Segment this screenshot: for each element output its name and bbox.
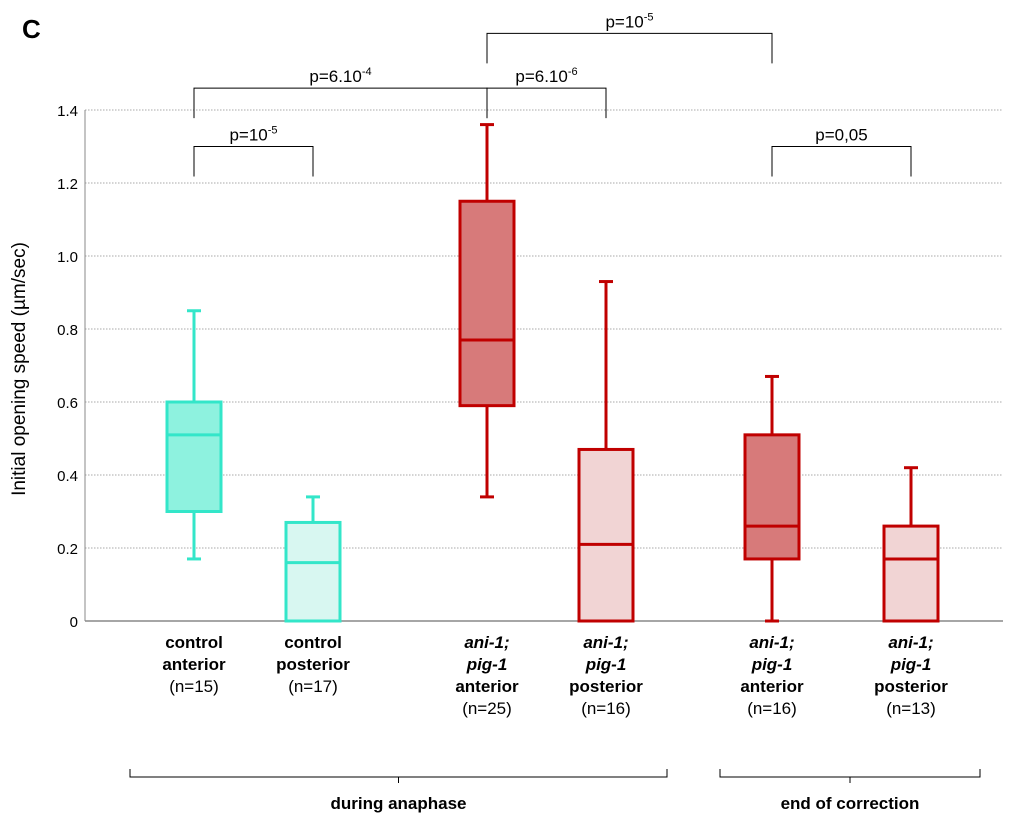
category-label: ani-1; pig-1 anterior (n=25) <box>412 632 562 720</box>
sample-size-label: (n=15) <box>169 677 219 696</box>
group-brace <box>719 769 981 783</box>
group-braces <box>129 769 981 783</box>
box-iqr <box>458 199 516 408</box>
box-iqr <box>577 447 635 623</box>
category-label-line: posterior <box>874 677 948 696</box>
grid-lines <box>85 109 1003 549</box>
box-1 <box>165 309 223 561</box>
y-tick-label: 0.2 <box>57 541 78 558</box>
p-value-exponent: -5 <box>644 11 654 23</box>
significance-brackets: p=10-5p=6.10-4 p=6.10-6p=10-5p=0,05 <box>193 11 912 177</box>
sample-size-label: (n=16) <box>747 699 797 718</box>
p-value-base: p=10 <box>605 12 643 31</box>
category-label-line: control <box>284 633 342 652</box>
group-brace <box>129 769 668 783</box>
y-tick-label: 1.2 <box>57 176 78 193</box>
sample-size-label: (n=13) <box>886 699 936 718</box>
category-label-line: posterior <box>569 677 643 696</box>
y-tick-label: 1.4 <box>57 103 78 120</box>
box-iqr <box>743 433 801 561</box>
axes: 0 0.2 0.4 0.6 0.8 1.0 1.2 1.4 <box>57 103 1003 631</box>
category-label: ani-1; pig-1 posterior (n=16) <box>531 632 681 720</box>
p-value-exponent: -6 <box>568 66 578 78</box>
bracket-line <box>486 32 773 64</box>
bracket-line <box>486 87 607 119</box>
category-label-line: pig-1 <box>585 655 627 674</box>
y-tick-label: 0.8 <box>57 322 78 339</box>
bracket-5: p=0,05 <box>771 126 912 177</box>
category-label-line: ani-1; <box>583 633 629 652</box>
category-label-line: pig-1 <box>751 655 793 674</box>
sample-size-label: (n=25) <box>462 699 512 718</box>
box-4 <box>577 280 635 623</box>
box-2 <box>284 495 342 623</box>
category-label-line: pig-1 <box>890 655 932 674</box>
category-label-line: anterior <box>740 677 804 696</box>
bracket-4: p=10-5 <box>486 11 773 64</box>
y-tick-label: 0.4 <box>57 468 78 485</box>
category-label-line: ani-1; <box>749 633 795 652</box>
y-axis-label: Initial opening speed (µm/sec) <box>9 242 30 496</box>
bracket-line <box>771 146 912 177</box>
p-value-base: p=10 <box>229 126 267 145</box>
sample-size-label: (n=17) <box>288 677 338 696</box>
p-value-label: p=0,05 <box>815 126 867 145</box>
category-label: ani-1; pig-1 anterior (n=16) <box>697 632 847 720</box>
category-label-line: pig-1 <box>466 655 508 674</box>
y-tick-label: 1.0 <box>57 249 78 266</box>
panel-letter: C <box>22 14 41 44</box>
sample-size-label: (n=16) <box>581 699 631 718</box>
p-value-exponent: -5 <box>268 125 278 137</box>
group-label: during anaphase <box>330 794 467 813</box>
p-value-label: p=10-5 <box>229 125 277 145</box>
p-value-base: p=0,05 <box>815 126 867 145</box>
bracket-3: p=6.10-6 <box>486 66 607 119</box>
category-label-line: anterior <box>455 677 519 696</box>
bracket-1: p=10-5 <box>193 125 314 177</box>
category-label: ani-1; pig-1 posterior (n=13) <box>836 632 986 720</box>
p-value-label: p=10-5 <box>605 11 653 31</box>
p-value-base: p=6.10 <box>515 67 567 86</box>
box-iqr <box>284 520 342 623</box>
y-tick-label: 0.6 <box>57 395 78 412</box>
box-series <box>165 123 940 623</box>
p-value-label: p=6.10-6 <box>515 66 577 86</box>
category-label-line: control <box>165 633 223 652</box>
box-5 <box>743 374 801 623</box>
box-3 <box>458 123 516 499</box>
group-label: end of correction <box>780 794 920 813</box>
category-label-line: ani-1; <box>888 633 934 652</box>
category-label: control posterior (n=17) <box>238 632 388 698</box>
box-iqr <box>165 400 223 513</box>
category-label-line: anterior <box>162 655 226 674</box>
bracket-line <box>193 146 314 177</box>
box-iqr <box>882 524 940 623</box>
box-6 <box>882 466 940 623</box>
p-value-base: p=6.10 <box>309 67 361 86</box>
y-tick-label: 0 <box>70 614 78 631</box>
category-label: control anterior (n=15) <box>119 632 269 698</box>
category-label-line: posterior <box>276 655 350 674</box>
category-label-line: ani-1; <box>464 633 510 652</box>
bracket-line <box>193 87 488 119</box>
p-value-label: p=6.10-4 <box>309 66 371 86</box>
p-value-exponent: -4 <box>362 66 372 78</box>
